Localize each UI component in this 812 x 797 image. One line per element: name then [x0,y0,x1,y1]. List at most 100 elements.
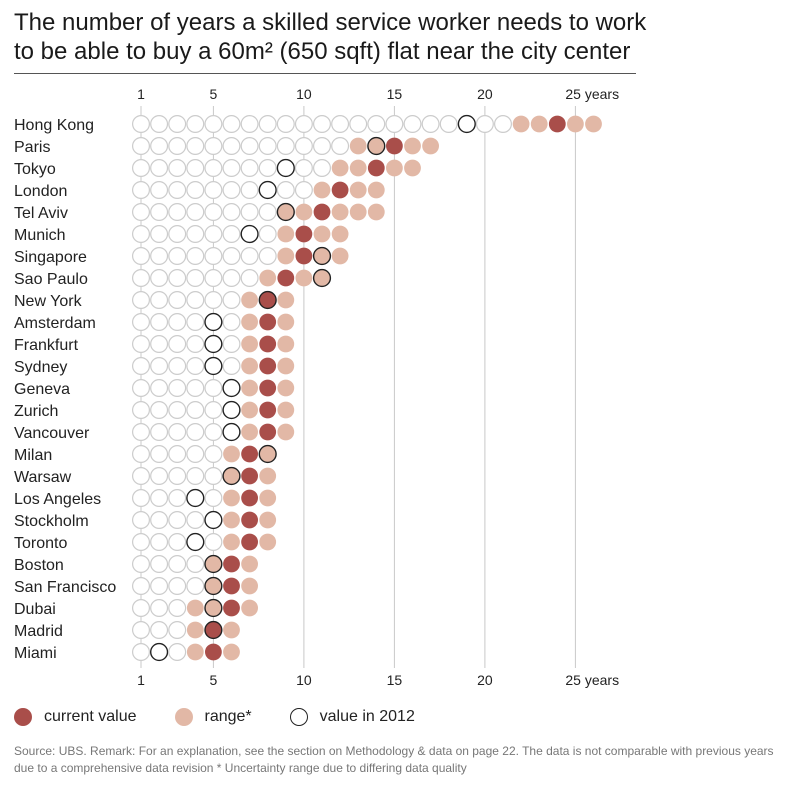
empty-dot [132,423,151,442]
empty-dot [132,159,151,178]
legend-item-range: range* [174,708,252,726]
city-label: Munich [14,227,66,244]
empty-dot [150,576,169,595]
range-dot [530,115,548,133]
empty-dot [258,225,277,244]
legend-label-range: range* [204,708,252,725]
empty-dot [240,114,259,133]
city-label: Warsaw [14,469,72,486]
city-label: Tel Aviv [14,205,68,222]
empty-dot [475,114,494,133]
empty-dot [150,313,169,332]
empty-dot [168,598,187,617]
empty-dot [132,467,151,486]
city-label: Milan [14,447,52,464]
empty-dot [186,379,205,398]
city-label: Vancouver [14,425,90,442]
empty-dot [186,401,205,420]
range-dot [259,269,277,287]
range-dot [241,291,258,309]
empty-dot [331,114,350,133]
empty-dot [150,554,169,573]
city-label: London [14,183,67,200]
empty-dot [132,532,151,551]
current-value-dot [331,181,349,199]
empty-dot [150,620,169,639]
x-tick-label: 10 [296,672,312,688]
empty-dot [186,225,205,244]
empty-dot [150,203,169,222]
chart-title: The number of years a skilled service wo… [14,8,654,66]
empty-dot [150,291,169,310]
city-label: Geneva [14,381,70,398]
empty-dot [168,576,187,595]
empty-dot [168,620,187,639]
range-dot [186,599,204,617]
range-dot [367,181,385,199]
empty-dot [204,225,223,244]
empty-dot [258,203,277,222]
range-dot [277,379,295,397]
empty-dot-2012 [204,334,223,354]
empty-dot [276,181,295,200]
empty-dot [132,445,151,464]
legend-item-2012: value in 2012 [289,708,415,726]
empty-dot [204,137,223,156]
range-dot [241,313,258,331]
empty-dot-2012 [222,400,241,420]
empty-dot [168,137,187,156]
empty-dot [132,137,151,156]
empty-dot [204,489,223,508]
city-label: Hong Kong [14,117,94,134]
empty-dot [240,159,259,178]
range-dot [349,159,367,177]
empty-dot [132,335,151,354]
range-dot-2012 [276,202,295,222]
empty-dot [168,291,187,310]
empty-dot [403,114,422,133]
empty-dot [168,181,187,200]
empty-dot [258,137,277,156]
empty-dot [204,401,223,420]
empty-dot [150,532,169,551]
empty-dot [168,489,187,508]
empty-dot-2012 [204,510,223,530]
empty-dot [294,114,313,133]
range-dot [295,203,313,221]
range-swatch-icon [174,708,193,726]
city-label: Miami [14,645,57,662]
x-tick-label: 25 years [565,672,619,688]
empty-dot [349,114,368,133]
empty-dot [150,379,169,398]
empty-dot [186,203,205,222]
empty-dot [313,137,332,156]
current-value-dot [241,533,258,551]
empty-dot [222,181,241,200]
empty-dot [313,159,332,178]
range-dot [241,555,258,573]
empty-dot [132,357,151,376]
empty-dot [186,511,205,530]
range-dot [585,115,602,133]
empty-dot [204,269,223,288]
empty-dot [222,159,241,178]
x-tick-label: 5 [210,86,218,102]
range-dot [512,115,530,133]
empty-dot-2012 [240,224,259,244]
current-value-dot [295,225,313,243]
empty-dot [240,269,259,288]
range-dot-2012 [258,444,277,464]
empty-dot [258,114,277,133]
empty-dot [150,357,169,376]
empty-dot [204,247,223,266]
range-dot [223,533,240,551]
empty-dot [222,114,241,133]
empty-dot [222,137,241,156]
range-dot-2012 [204,598,223,618]
current-value-dot [313,203,331,221]
city-label: Sao Paulo [14,271,88,288]
empty-dot [168,335,187,354]
empty-dot [222,291,241,310]
empty-dot [150,114,169,133]
